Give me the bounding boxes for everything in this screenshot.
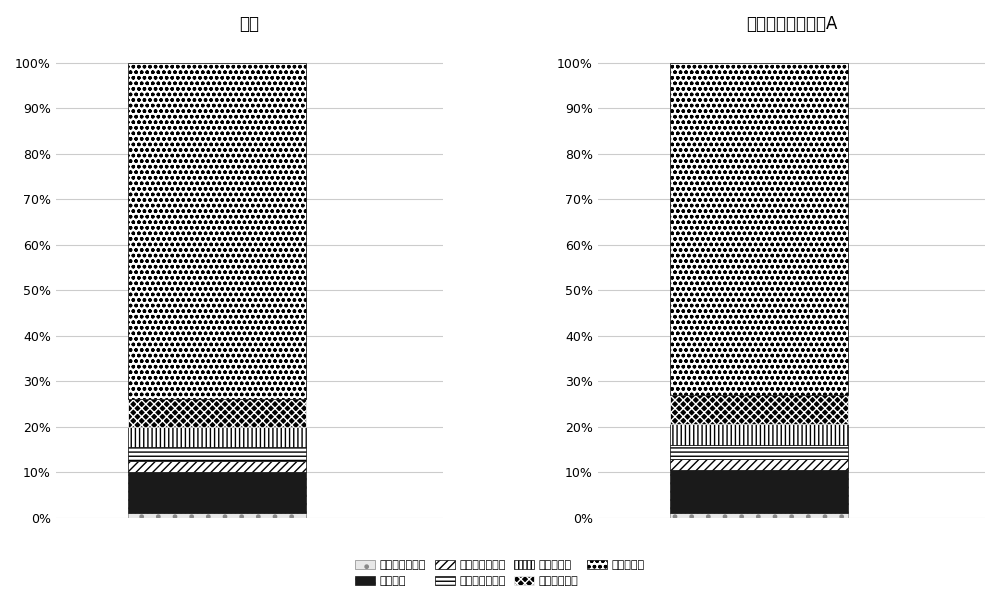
Bar xyxy=(128,472,306,513)
Bar xyxy=(128,427,306,447)
Bar xyxy=(670,63,848,395)
Bar xyxy=(128,447,306,461)
Bar xyxy=(670,395,848,424)
Bar xyxy=(670,470,848,513)
Title: 复合微生物驱油剂A: 复合微生物驱油剂A xyxy=(746,15,837,33)
Bar xyxy=(670,424,848,445)
Bar xyxy=(128,513,306,518)
Bar xyxy=(128,461,306,472)
Bar xyxy=(128,63,306,400)
Bar xyxy=(670,445,848,459)
Bar xyxy=(670,513,848,518)
Bar xyxy=(128,400,306,427)
Legend: 凝固芽孢杆菌属, 沙雷氏菌, 未分类肠杆菌科, 热硫还原杆菌属, 脱硫状菌属, 硫磺单胞菌属, 弓形杆菌属: 凝固芽孢杆菌属, 沙雷氏菌, 未分类肠杆菌科, 热硫还原杆菌属, 脱硫状菌属, … xyxy=(351,555,649,591)
Bar xyxy=(670,459,848,470)
Title: 空白: 空白 xyxy=(239,15,259,33)
